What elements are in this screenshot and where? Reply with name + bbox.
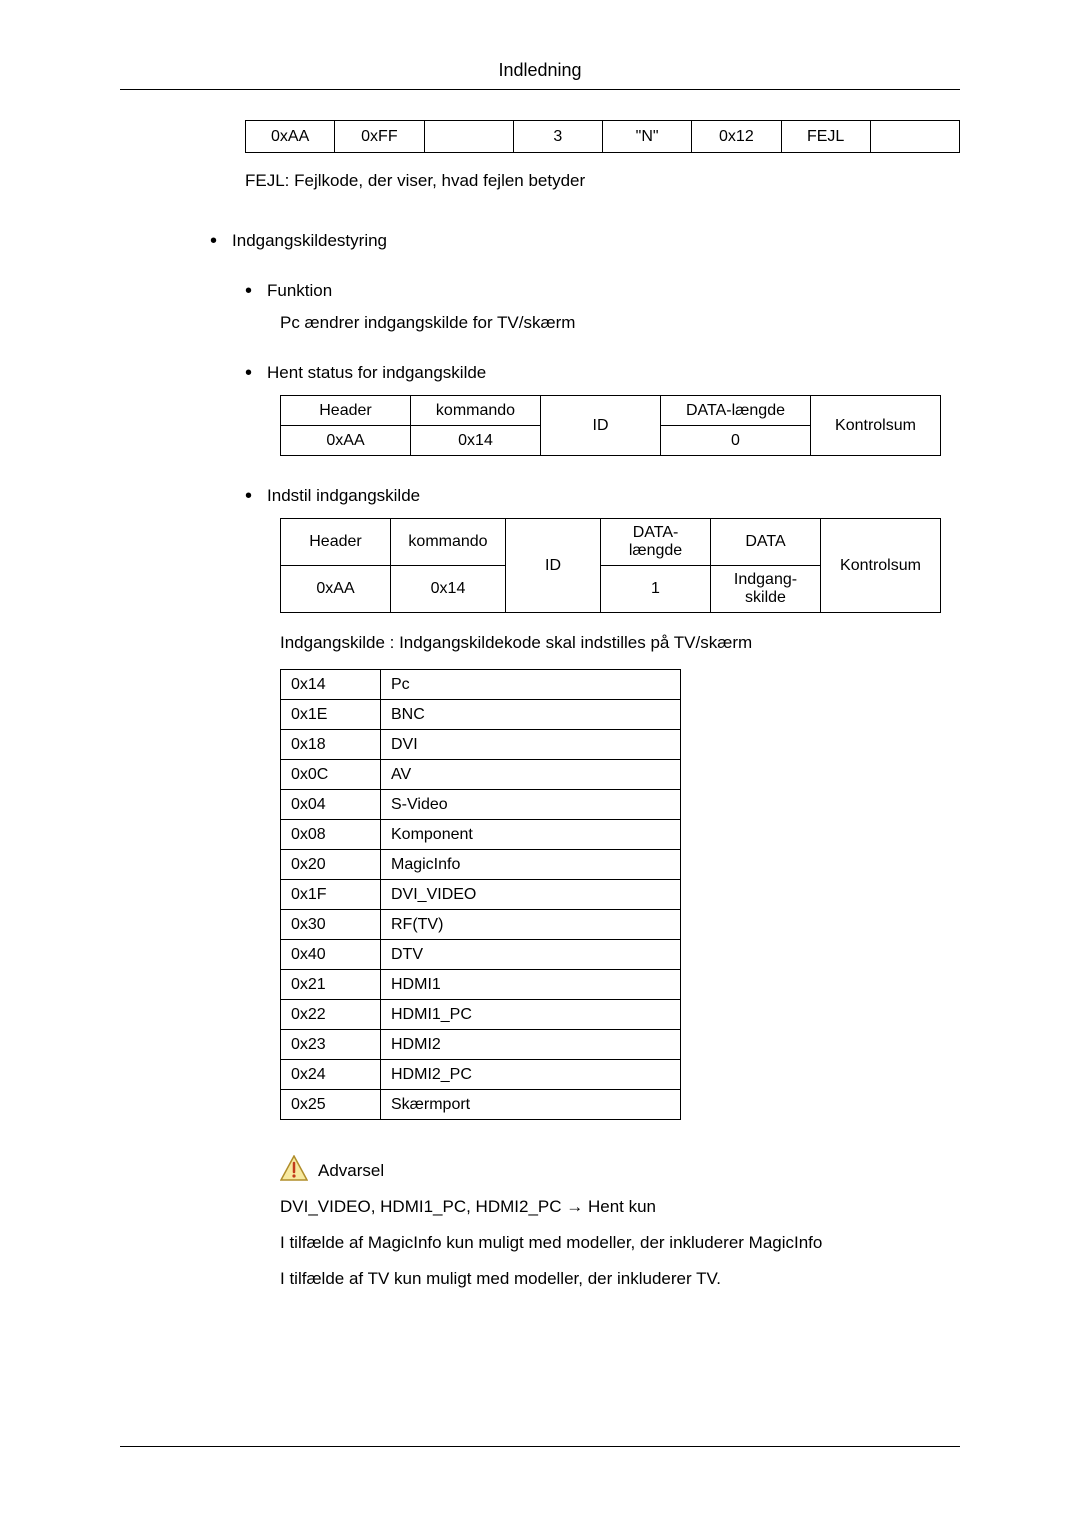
- label-cell: Pc: [381, 670, 681, 700]
- nak-cell: [424, 121, 513, 153]
- td: 0x14: [411, 426, 541, 456]
- bullet-icon: •: [245, 486, 252, 506]
- th: kommando: [391, 519, 506, 566]
- th: Header: [281, 519, 391, 566]
- table-row: 0x24HDMI2_PC: [281, 1060, 681, 1090]
- subsection-body: Pc ændrer indgangskilde for TV/skærm: [280, 313, 960, 333]
- td: 0: [661, 426, 811, 456]
- section-title: Indgangskildestyring: [232, 231, 387, 251]
- code-cell: 0x22: [281, 1000, 381, 1030]
- nak-table: 0xAA 0xFF 3 "N" 0x12 FEJL: [245, 120, 960, 153]
- code-cell: 0x0C: [281, 760, 381, 790]
- code-cell: 0x20: [281, 850, 381, 880]
- footer-divider: [120, 1446, 960, 1447]
- subsection-heading: • Hent status for indgangskilde: [245, 363, 960, 383]
- table-row: 0x20MagicInfo: [281, 850, 681, 880]
- warning-line: I tilfælde af MagicInfo kun muligt med m…: [280, 1233, 960, 1253]
- th: DATA- længde: [601, 519, 711, 566]
- table-row: 0x1EBNC: [281, 700, 681, 730]
- bullet-icon: •: [210, 231, 217, 251]
- th: Header: [281, 396, 411, 426]
- th: ID: [506, 519, 601, 613]
- bullet-icon: •: [245, 281, 252, 301]
- table-row: 0x40DTV: [281, 940, 681, 970]
- bullet-icon: •: [245, 363, 252, 383]
- warning-icon: [280, 1155, 308, 1181]
- page-header-title: Indledning: [120, 60, 960, 90]
- table-row: 0x23HDMI2: [281, 1030, 681, 1060]
- table-row: 0x30RF(TV): [281, 910, 681, 940]
- code-cell: 0x04: [281, 790, 381, 820]
- warning-row: Advarsel: [280, 1155, 960, 1181]
- label-cell: HDMI2: [381, 1030, 681, 1060]
- table-row: 0x1FDVI_VIDEO: [281, 880, 681, 910]
- label-cell: AV: [381, 760, 681, 790]
- label-cell: DVI: [381, 730, 681, 760]
- nak-cell: 0xAA: [246, 121, 335, 153]
- th: Kontrolsum: [821, 519, 941, 613]
- warning-line: I tilfælde af TV kun muligt med modeller…: [280, 1269, 960, 1289]
- td: 1: [601, 566, 711, 613]
- th: Kontrolsum: [811, 396, 941, 456]
- label-cell: BNC: [381, 700, 681, 730]
- table-row: 0x14Pc: [281, 670, 681, 700]
- td: 0xAA: [281, 566, 391, 613]
- set-source-table: Header kommando ID DATA- længde DATA Kon…: [280, 518, 941, 613]
- table-row: 0x25Skærmport: [281, 1090, 681, 1120]
- table-row: 0x18DVI: [281, 730, 681, 760]
- subsection-title: Hent status for indgangskilde: [267, 363, 486, 383]
- th: ID: [541, 396, 661, 456]
- code-cell: 0x14: [281, 670, 381, 700]
- nak-cell: "N": [603, 121, 692, 153]
- label-cell: HDMI1: [381, 970, 681, 1000]
- th: DATA: [711, 519, 821, 566]
- table-row: 0x04S-Video: [281, 790, 681, 820]
- code-cell: 0x1E: [281, 700, 381, 730]
- th: kommando: [411, 396, 541, 426]
- subsection-heading: • Funktion: [245, 281, 960, 301]
- td: 0x14: [391, 566, 506, 613]
- code-cell: 0x24: [281, 1060, 381, 1090]
- label-cell: HDMI1_PC: [381, 1000, 681, 1030]
- label-cell: DVI_VIDEO: [381, 880, 681, 910]
- label-cell: MagicInfo: [381, 850, 681, 880]
- section-heading: • Indgangskildestyring: [210, 231, 960, 251]
- subsection-title: Funktion: [267, 281, 332, 301]
- th: DATA-længde: [661, 396, 811, 426]
- nak-cell: 0xFF: [335, 121, 424, 153]
- warning-label: Advarsel: [318, 1161, 384, 1181]
- table-row: 0x22HDMI1_PC: [281, 1000, 681, 1030]
- code-cell: 0x40: [281, 940, 381, 970]
- nak-cell: 3: [513, 121, 602, 153]
- get-status-table: Header kommando ID DATA-længde Kontrolsu…: [280, 395, 941, 456]
- label-cell: S-Video: [381, 790, 681, 820]
- td: 0xAA: [281, 426, 411, 456]
- code-cell: 0x25: [281, 1090, 381, 1120]
- nak-cell: 0x12: [692, 121, 781, 153]
- code-cell: 0x1F: [281, 880, 381, 910]
- code-cell: 0x30: [281, 910, 381, 940]
- code-cell: 0x18: [281, 730, 381, 760]
- td: Indgang- skilde: [711, 566, 821, 613]
- table-row: 0x21HDMI1: [281, 970, 681, 1000]
- label-cell: RF(TV): [381, 910, 681, 940]
- label-cell: Komponent: [381, 820, 681, 850]
- label-cell: Skærmport: [381, 1090, 681, 1120]
- table-row: 0x08Komponent: [281, 820, 681, 850]
- code-cell: 0x23: [281, 1030, 381, 1060]
- source-code-table: 0x14Pc0x1EBNC0x18DVI0x0CAV0x04S-Video0x0…: [280, 669, 681, 1120]
- warning-line: DVI_VIDEO, HDMI1_PC, HDMI2_PC → Hent kun: [280, 1197, 960, 1217]
- nak-cell: [870, 121, 959, 153]
- code-cell: 0x21: [281, 970, 381, 1000]
- page: Indledning 0xAA 0xFF 3 "N" 0x12 FEJL FEJ…: [0, 0, 1080, 1527]
- subsection-heading: • Indstil indgangskilde: [245, 486, 960, 506]
- error-explain: FEJL: Fejlkode, der viser, hvad fejlen b…: [245, 171, 960, 191]
- label-cell: DTV: [381, 940, 681, 970]
- label-cell: HDMI2_PC: [381, 1060, 681, 1090]
- source-desc: Indgangskilde : Indgangskildekode skal i…: [280, 633, 960, 653]
- table-row: 0x0CAV: [281, 760, 681, 790]
- code-cell: 0x08: [281, 820, 381, 850]
- subsection-title: Indstil indgangskilde: [267, 486, 420, 506]
- nak-cell: FEJL: [781, 121, 870, 153]
